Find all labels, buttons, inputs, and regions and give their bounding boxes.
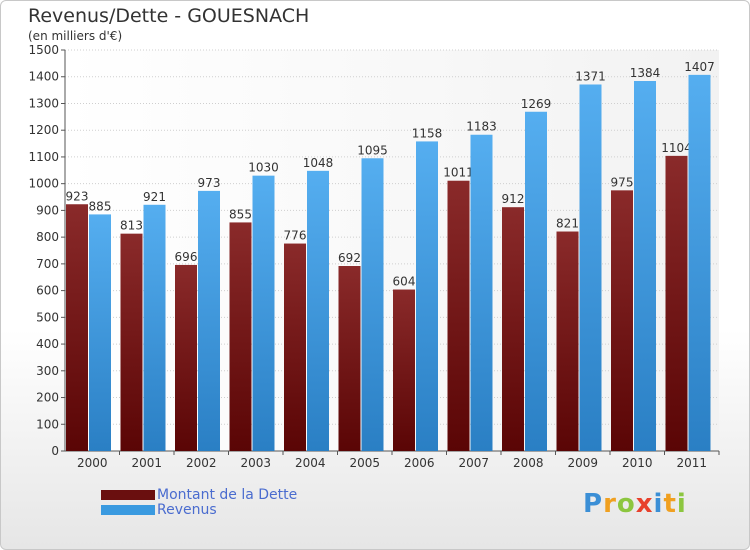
bar-dette (447, 180, 470, 451)
data-label-revenus: 1048 (303, 156, 334, 170)
x-tick-label: 2003 (240, 456, 271, 470)
y-tick-label: 500 (36, 310, 59, 324)
y-tick-label: 1300 (28, 96, 59, 110)
proxiti-logo: Proxiti (583, 489, 687, 519)
legend-swatch-dette (101, 490, 155, 500)
y-tick-label: 700 (36, 257, 59, 271)
bar-dette (556, 231, 579, 451)
data-label-revenus: 1158 (412, 126, 443, 140)
data-label-dette: 1011 (443, 166, 474, 180)
data-label-revenus: 1095 (357, 143, 388, 157)
bar-revenus (143, 204, 166, 451)
bar-revenus (634, 81, 656, 451)
x-tick-label: 2007 (458, 456, 489, 470)
y-tick-label: 0 (51, 444, 59, 458)
logo-letter: i (676, 489, 687, 519)
y-tick-label: 1000 (28, 177, 59, 191)
legend-swatch-revenus (101, 505, 155, 515)
logo-letter: o (616, 489, 636, 519)
x-tick-label: 2011 (676, 456, 707, 470)
bar-dette (502, 207, 524, 451)
bar-revenus (416, 141, 438, 452)
bar-dette (338, 266, 361, 451)
x-tick-label: 2010 (622, 456, 653, 470)
data-label-dette: 912 (502, 192, 525, 206)
data-label-dette: 696 (175, 250, 198, 264)
y-tick-label: 1500 (28, 43, 59, 57)
data-label-dette: 776 (284, 229, 307, 243)
y-tick-label: 100 (36, 417, 59, 431)
data-label-revenus: 885 (89, 199, 112, 213)
bar-dette (229, 222, 252, 451)
x-tick-label: 2000 (77, 456, 108, 470)
data-label-dette: 821 (556, 217, 579, 231)
legend-item-revenus: Revenus (101, 502, 217, 518)
y-tick-label: 1200 (28, 123, 59, 137)
data-label-dette: 975 (611, 175, 634, 189)
bar-dette (393, 289, 415, 451)
bar-revenus (361, 158, 384, 451)
bar-revenus (579, 84, 602, 452)
x-tick-label: 2004 (295, 456, 326, 470)
x-tick-label: 2005 (349, 456, 380, 470)
x-tick-label: 2008 (513, 456, 544, 470)
bar-dette (120, 233, 143, 451)
y-tick-label: 800 (36, 230, 59, 244)
bar-revenus (252, 175, 275, 451)
x-tick-label: 2006 (404, 456, 435, 470)
data-label-revenus: 1183 (466, 120, 497, 134)
bar-revenus (198, 190, 220, 451)
logo-letter: x (635, 489, 654, 519)
data-label-revenus: 973 (198, 176, 221, 190)
data-label-revenus: 1407 (684, 60, 715, 74)
bar-dette (175, 264, 197, 451)
logo-letter: i (653, 489, 664, 519)
bar-dette (611, 190, 633, 451)
y-tick-label: 1400 (28, 70, 59, 84)
logo-letter: r (603, 489, 617, 519)
data-label-dette: 923 (66, 189, 89, 203)
data-label-dette: 604 (393, 275, 416, 289)
x-tick-label: 2002 (186, 456, 217, 470)
y-tick-label: 900 (36, 203, 59, 217)
y-tick-label: 200 (36, 391, 59, 405)
bar-revenus (89, 214, 111, 451)
bar-dette (66, 204, 88, 451)
bar-revenus (525, 111, 547, 451)
bar-revenus (470, 134, 493, 451)
x-tick-label: 2009 (567, 456, 598, 470)
legend-label-revenus: Revenus (157, 502, 217, 518)
chart-subtitle: (en milliers d'€) (28, 29, 123, 43)
data-label-dette: 692 (338, 251, 361, 265)
y-tick-label: 600 (36, 284, 59, 298)
logo-letter: P (583, 489, 604, 519)
chart-title: Revenus/Dette - GOUESNACH (28, 5, 310, 27)
x-tick-label: 2001 (131, 456, 162, 470)
data-label-revenus: 1030 (248, 161, 279, 175)
data-label-revenus: 921 (143, 190, 166, 204)
data-label-dette: 813 (120, 219, 143, 233)
y-tick-label: 1100 (28, 150, 59, 164)
data-label-revenus: 1384 (630, 66, 661, 80)
data-label-dette: 855 (229, 207, 252, 221)
bar-dette (665, 155, 688, 451)
data-label-revenus: 1371 (575, 69, 606, 83)
data-label-dette: 1104 (661, 141, 692, 155)
logo-letter: t (663, 489, 677, 519)
y-tick-label: 400 (36, 337, 59, 351)
data-label-revenus: 1269 (521, 97, 552, 111)
y-tick-label: 300 (36, 364, 59, 378)
legend-label-dette: Montant de la Dette (157, 487, 298, 503)
bar-dette (284, 243, 306, 451)
bar-revenus (688, 74, 711, 451)
legend-item-dette: Montant de la Dette (101, 487, 298, 503)
bar-revenus (307, 170, 329, 452)
plot-area (65, 50, 719, 451)
